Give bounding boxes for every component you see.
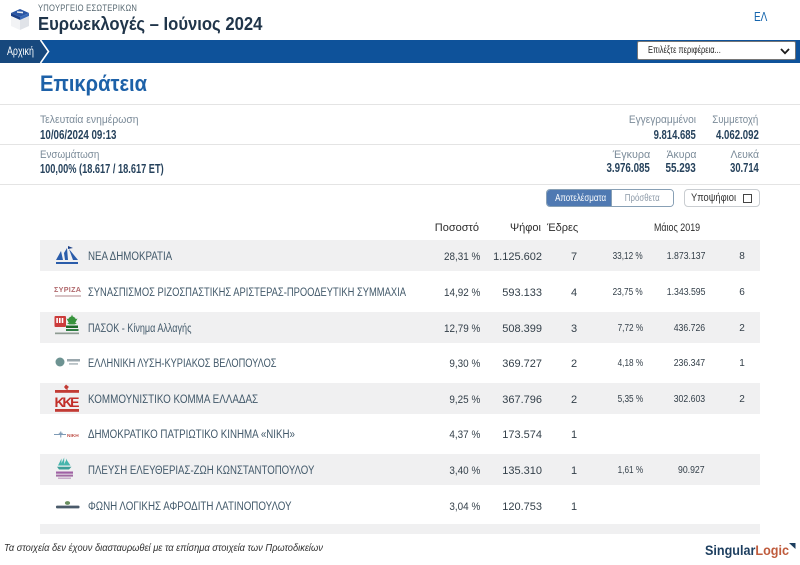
svg-text:KKE: KKE [55,394,80,410]
svg-text:ΝΙΚΗ: ΝΙΚΗ [67,433,79,439]
